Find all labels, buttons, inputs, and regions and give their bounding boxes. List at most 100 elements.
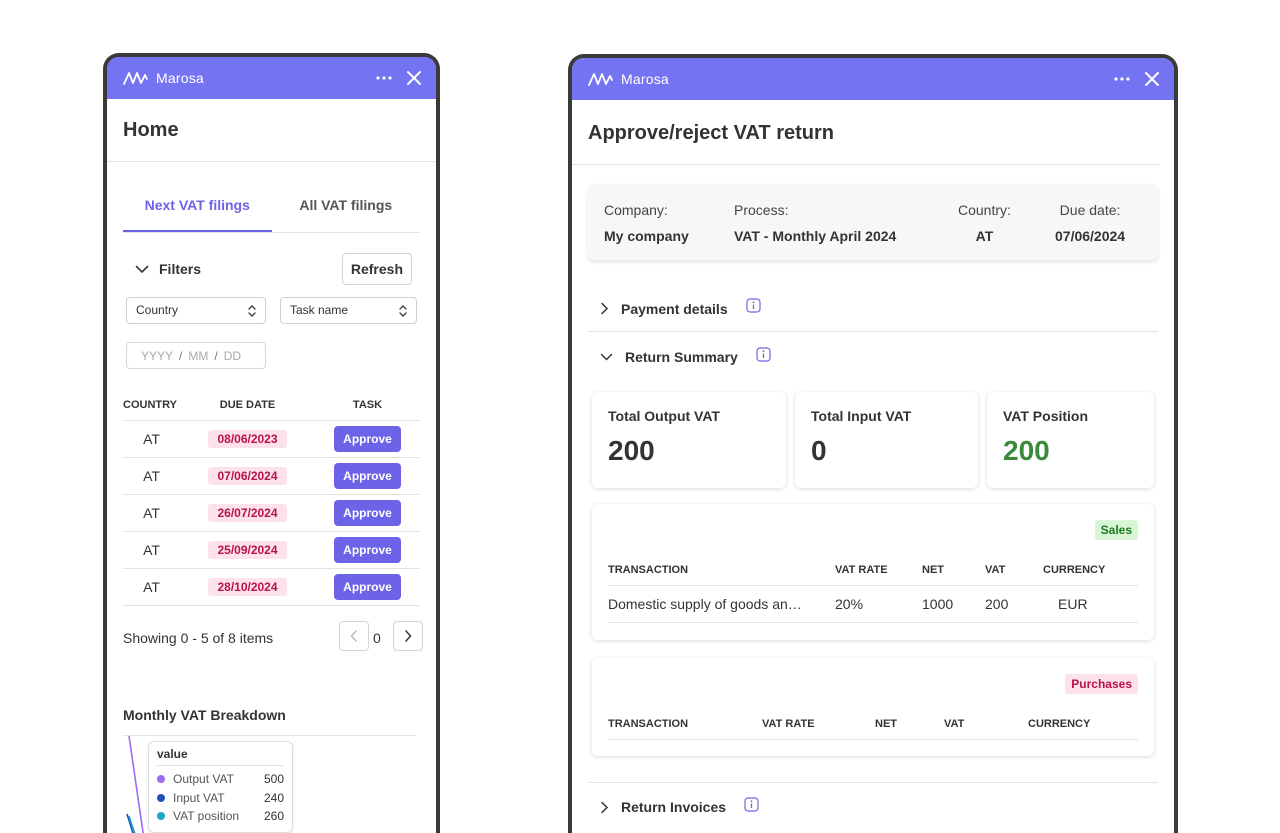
top-bar: Marosa: [572, 58, 1174, 100]
row-country: AT: [143, 431, 160, 447]
table-row: AT 07/06/2024 Approve: [123, 458, 420, 495]
filters-row: Filters Refresh: [123, 253, 412, 285]
marosa-logo-icon: [588, 73, 613, 86]
column-header-vat-rate: VAT RATE: [835, 564, 888, 576]
tooltip-row: Input VAT 240: [157, 789, 284, 808]
output-vat-series-line: [128, 736, 144, 833]
tooltip-row: Output VAT 500: [157, 770, 284, 789]
app-name: Marosa: [156, 70, 204, 86]
output-vat-dot-icon: [157, 775, 165, 784]
table-row: AT 26/07/2024 Approve: [123, 495, 420, 532]
filters-label: Filters: [159, 261, 202, 277]
tab-next-vat-filings[interactable]: Next VAT filings: [123, 185, 272, 232]
app-name: Marosa: [621, 71, 669, 87]
approve-button[interactable]: Approve: [334, 537, 401, 563]
chevron-up-down-icon: [248, 305, 256, 317]
table-row: AT 25/09/2024 Approve: [123, 532, 420, 569]
tooltip-label: Input VAT: [173, 790, 225, 805]
due-date-field: Due date: 07/06/2024: [1055, 202, 1125, 244]
more-horizontal-icon[interactable]: [1114, 77, 1130, 81]
process-label: Process:: [734, 202, 789, 218]
country-select[interactable]: Country: [126, 297, 266, 324]
row-country: AT: [143, 579, 160, 595]
due-date-badge: 28/10/2024: [208, 578, 287, 596]
chevron-up-down-icon: [399, 305, 407, 317]
date-separator: /: [214, 348, 218, 363]
column-header-transaction: TRANSACTION: [608, 718, 689, 730]
return-invoices-title: Return Invoices: [621, 799, 727, 815]
tooltip-value: 240: [263, 790, 284, 805]
return-summary-title: Return Summary: [625, 349, 738, 365]
row-net: 1000: [922, 596, 954, 612]
refresh-button[interactable]: Refresh: [341, 253, 412, 285]
due-date-badge: 08/06/2023: [208, 430, 287, 448]
vat-position-series-line: [128, 815, 136, 833]
due-date-value: 07/06/2024: [1055, 228, 1126, 244]
chart-tooltip: value Output VAT 500 Input VAT 240 VAT p…: [148, 741, 293, 833]
approve-button[interactable]: Approve: [334, 463, 401, 489]
column-header-currency: CURRENCY: [1028, 718, 1091, 730]
column-header-task: TASK: [352, 398, 383, 411]
info-icon[interactable]: [746, 298, 761, 313]
vat-breakdown-chart: [126, 736, 144, 833]
next-page-button[interactable]: [393, 621, 423, 651]
row-country: AT: [143, 505, 160, 521]
approve-button[interactable]: Approve: [334, 426, 401, 452]
more-horizontal-icon[interactable]: [376, 76, 392, 80]
date-input[interactable]: YYYY / MM / DD: [126, 342, 266, 369]
divider: [123, 735, 416, 736]
column-header-due-date: DUE DATE: [219, 398, 276, 411]
chevron-right-icon: [601, 302, 609, 315]
close-icon[interactable]: [406, 70, 422, 86]
chevron-right-icon: [405, 630, 412, 642]
country-select-value: Country: [136, 303, 179, 317]
divider: [572, 164, 1160, 165]
app-logo: Marosa: [123, 70, 204, 86]
due-date-label: Due date:: [1059, 202, 1121, 218]
country-field: Country: AT: [958, 202, 1011, 244]
row-currency: EUR: [1058, 596, 1088, 612]
table-header: TRANSACTION VAT RATE NET VAT CURRENCY: [608, 710, 1138, 740]
chevron-down-icon: [600, 353, 613, 361]
approve-button[interactable]: Approve: [334, 574, 401, 600]
sales-transactions-card: Sales TRANSACTION VAT RATE NET VAT CURRE…: [592, 504, 1154, 640]
column-header-currency: CURRENCY: [1043, 564, 1106, 576]
close-icon[interactable]: [1144, 71, 1160, 87]
payment-details-accordion[interactable]: Payment details: [588, 286, 1158, 332]
task-name-select-value: Task name: [290, 303, 349, 317]
info-icon[interactable]: [756, 346, 771, 362]
company-field: Company: My company: [604, 202, 689, 244]
total-output-vat-card: Total Output VAT 200: [592, 392, 786, 488]
tooltip-row: VAT position 260: [157, 807, 284, 826]
tab-all-vat-filings[interactable]: All VAT filings: [299, 197, 393, 213]
input-vat-dot-icon: [157, 793, 165, 802]
table-header: TRANSACTION VAT RATE NET VAT CURRENCY: [608, 556, 1138, 586]
app-logo: Marosa: [588, 71, 669, 87]
row-country: AT: [143, 542, 160, 558]
date-separator: /: [179, 348, 183, 363]
metric-value: 200: [1003, 435, 1050, 466]
chevron-right-icon: [601, 801, 609, 813]
filters-toggle[interactable]: Filters: [123, 261, 201, 277]
previous-page-button[interactable]: [339, 621, 369, 651]
approve-vat-window: Marosa Approve/reject VAT return Company…: [568, 54, 1178, 833]
divider: [588, 782, 1158, 783]
country-value: AT: [975, 228, 994, 244]
column-header-vat: VAT: [985, 564, 1006, 576]
sales-tag: Sales: [1094, 520, 1138, 540]
row-vat-rate: 20%: [835, 596, 864, 612]
task-name-select[interactable]: Task name: [280, 297, 417, 324]
column-header-vat-rate: VAT RATE: [762, 718, 815, 730]
top-bar: Marosa: [107, 57, 436, 99]
country-label: Country:: [958, 202, 1011, 218]
column-header-net: NET: [875, 718, 897, 730]
return-invoices-accordion[interactable]: Return Invoices: [588, 784, 1158, 830]
row-transaction: Domestic supply of goods an…: [608, 596, 802, 612]
approve-button[interactable]: Approve: [334, 500, 401, 526]
info-icon[interactable]: [744, 796, 759, 812]
total-input-vat-card: Total Input VAT 0: [795, 392, 978, 488]
tooltip-label: Output VAT: [173, 772, 234, 787]
purchases-tag: Purchases: [1065, 674, 1138, 694]
process-value: VAT - Monthly April 2024: [734, 228, 897, 244]
return-summary-accordion[interactable]: Return Summary: [588, 334, 1158, 380]
